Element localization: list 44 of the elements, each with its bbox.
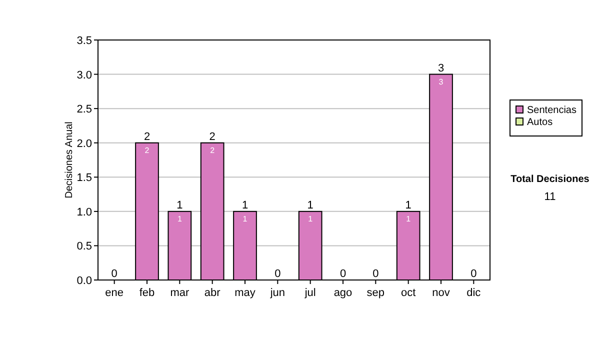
x-tick-label: abr: [204, 287, 221, 299]
x-tick-label: mar: [170, 287, 190, 299]
total-label: 0: [470, 268, 477, 280]
y-tick-label: 1.0: [76, 206, 92, 218]
total-label: 1: [242, 199, 248, 212]
legend-label: Autos: [527, 117, 553, 128]
x-tick-label: jul: [304, 287, 316, 299]
data-label: 2: [210, 146, 216, 155]
x-tick-label: may: [234, 287, 256, 299]
y-tick-label: 2.0: [76, 138, 92, 150]
y-axis-title: Decisiones Anual: [64, 122, 75, 198]
total-label: 3: [438, 62, 444, 74]
total-label: 2: [209, 130, 216, 143]
total-label: 0: [274, 268, 281, 280]
total-label: 0: [340, 268, 346, 280]
x-tick-label: sep: [366, 287, 385, 299]
total-label: 1: [307, 199, 314, 212]
x-tick-label: jun: [269, 287, 286, 299]
data-label: 1: [406, 214, 412, 224]
x-tick-label: dic: [466, 287, 482, 299]
total-label: 1: [405, 199, 412, 212]
text: Total Decisiones: [510, 174, 590, 185]
y-tick-label: 2.5: [76, 104, 92, 116]
data-label: 1: [308, 214, 314, 224]
y-tick-label: 0.5: [76, 240, 92, 253]
total-label: 2: [144, 130, 150, 143]
y-tick-label: 3.5: [76, 35, 92, 47]
legend-label: Sentencias: [527, 105, 576, 116]
data-label: 3: [438, 77, 444, 86]
x-tick-label: ene: [105, 287, 124, 299]
total-label: 1: [176, 199, 183, 212]
data-label: 1: [242, 214, 248, 224]
y-tick-label: 0.0: [76, 275, 92, 287]
x-tick-label: feb: [139, 287, 155, 299]
text: 11: [544, 191, 556, 203]
x-tick-label: nov: [432, 287, 450, 299]
y-tick-label: 1.5: [76, 172, 92, 184]
data-label: 2: [144, 146, 150, 155]
total-label: 0: [372, 268, 379, 280]
y-tick-label: 3.0: [76, 69, 92, 82]
total-label: 0: [111, 268, 118, 280]
data-label: 1: [177, 214, 182, 224]
x-tick-label: oct: [400, 287, 416, 299]
x-tick-label: ago: [334, 287, 352, 299]
